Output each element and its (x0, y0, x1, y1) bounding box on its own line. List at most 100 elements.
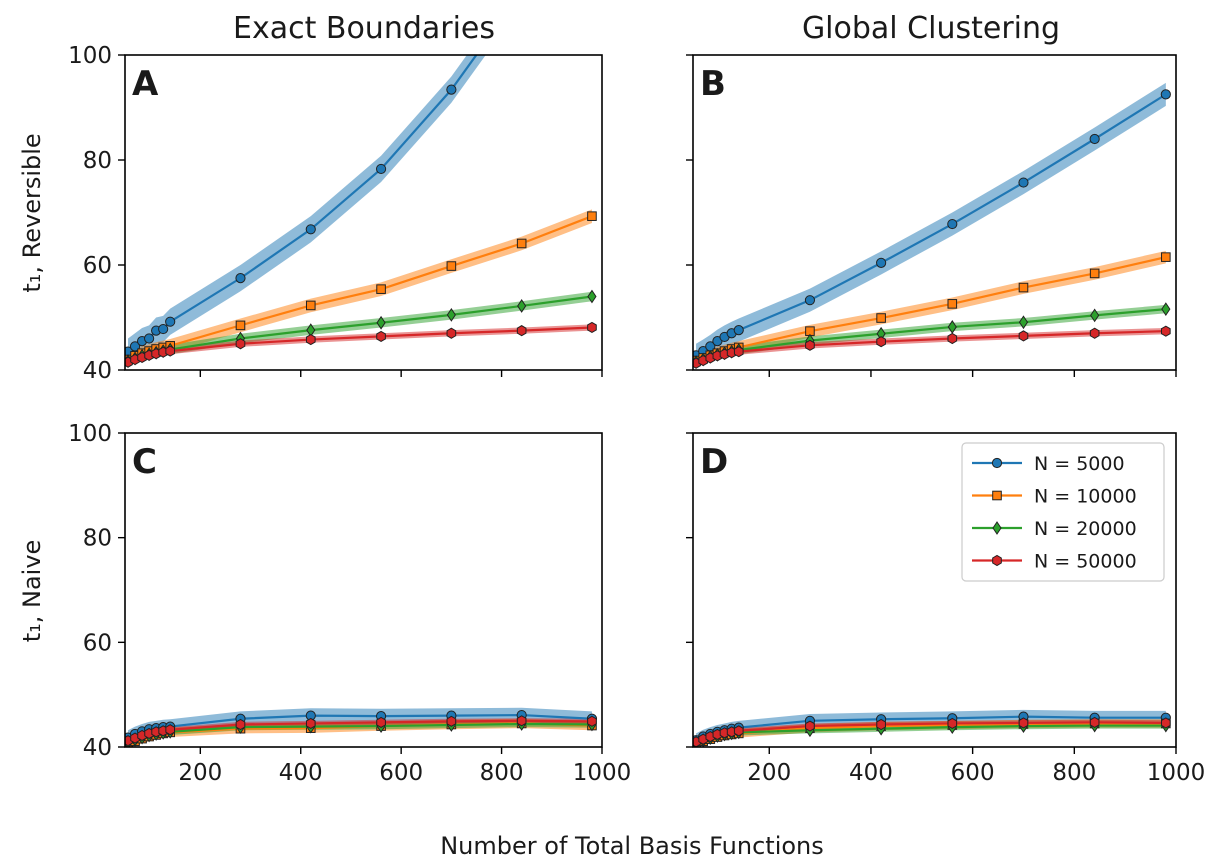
data-point-n-5000 (305, 224, 316, 235)
column-title-global-clustering: Global Clustering (802, 11, 1060, 46)
data-point-n-50000 (165, 724, 176, 736)
x-tick-label: 600 (379, 760, 423, 786)
y-tick-label: 40 (83, 358, 112, 384)
data-point-n-50000 (876, 336, 886, 348)
data-point-n-5000 (1089, 133, 1100, 145)
data-point-n-10000 (376, 284, 386, 294)
data-point-n-50000 (947, 717, 958, 730)
x-tick-label: 400 (279, 760, 323, 786)
data-point-n-50000 (376, 330, 386, 342)
y-tick-label: 100 (68, 43, 112, 69)
band-n-5000 (696, 82, 1166, 367)
data-point-n-5000 (876, 257, 887, 268)
data-point-n-50000 (947, 332, 958, 345)
band-n-20000 (128, 291, 592, 366)
data-point-n-5000 (375, 163, 387, 175)
y-tick-label: 100 (68, 421, 112, 447)
data-point-n-10000 (516, 238, 527, 249)
legend-marker-n-20000 (992, 521, 1002, 535)
data-point-n-10000 (1018, 282, 1029, 293)
legend-marker-n-10000 (992, 490, 1002, 501)
data-point-n-10000 (876, 313, 886, 323)
data-point-n-20000 (376, 315, 386, 330)
y-tick-label: 60 (83, 630, 112, 656)
legend-marker-n-5000 (991, 457, 1003, 469)
y-tick-label: 80 (83, 526, 112, 552)
panel-b: B (686, 54, 1177, 377)
data-point-n-50000 (805, 720, 815, 732)
data-point-n-20000 (1018, 315, 1029, 330)
data-point-n-50000 (805, 339, 815, 351)
x-tick-label: 200 (747, 760, 791, 786)
legend-marker-n-50000 (992, 554, 1002, 567)
axes-frame (124, 432, 603, 748)
x-tick-label: 800 (480, 760, 524, 786)
data-point-n-5000 (158, 323, 169, 335)
data-point-n-50000 (1089, 716, 1100, 728)
data-point-n-20000 (1090, 308, 1100, 323)
panel-c: 200 400 600 800 1000 40 60 80 100 C (68, 421, 631, 786)
panel-letter-b: B (700, 64, 726, 104)
data-point-n-5000 (804, 295, 816, 306)
data-point-n-50000 (876, 718, 886, 731)
data-point-n-5000 (165, 316, 176, 327)
data-point-n-50000 (516, 715, 527, 727)
panel-a: 40 60 80 100 A (68, 43, 603, 384)
data-point-n-50000 (1018, 717, 1029, 729)
data-point-n-5000 (733, 325, 744, 336)
data-point-n-50000 (305, 333, 316, 346)
y-tick-label: 40 (83, 735, 112, 761)
data-point-n-20000 (587, 289, 597, 304)
data-point-n-50000 (235, 718, 246, 731)
data-point-n-50000 (733, 725, 744, 737)
legend-label-n-5000: N = 5000 (1034, 453, 1125, 475)
panel-letter-d: D (700, 442, 728, 482)
x-tick-label: 600 (951, 760, 995, 786)
data-point-n-50000 (1161, 717, 1171, 729)
data-point-n-20000 (446, 307, 456, 322)
data-point-n-50000 (165, 345, 176, 357)
plot-area (693, 709, 1171, 747)
legend-box (961, 442, 1165, 582)
band-n-5000 (128, 55, 486, 365)
data-point-n-5000 (947, 218, 958, 230)
data-point-n-50000 (305, 717, 316, 730)
x-tick-label: 1000 (1147, 760, 1206, 786)
axes-frame (692, 432, 1177, 748)
data-point-n-20000 (517, 299, 527, 313)
axes-frame (124, 54, 603, 371)
data-point-n-10000 (947, 299, 958, 309)
data-point-n-50000 (1161, 325, 1171, 337)
data-point-n-5000 (446, 84, 457, 95)
data-point-n-10000 (1089, 268, 1100, 279)
legend-label-n-50000: N = 50000 (1034, 551, 1137, 573)
y-tick-label: 60 (83, 253, 112, 279)
data-point-n-20000 (1161, 302, 1171, 317)
legend-label-n-20000: N = 20000 (1034, 518, 1137, 540)
data-point-n-50000 (1018, 330, 1029, 342)
x-tick-label: 400 (849, 760, 893, 786)
band-n-50000 (696, 328, 1166, 367)
data-point-n-50000 (376, 716, 386, 728)
y-tick-label: 80 (83, 148, 112, 174)
data-point-n-10000 (305, 300, 316, 311)
panel-letter-a: A (132, 64, 159, 104)
data-point-n-50000 (235, 338, 246, 350)
data-point-n-50000 (1089, 327, 1100, 339)
data-point-n-5000 (144, 333, 155, 344)
band-n-50000 (128, 324, 592, 366)
ylabel-naive: t₁, Naive (18, 540, 46, 643)
x-tick-label: 800 (1052, 760, 1096, 786)
data-point-n-50000 (516, 325, 527, 337)
axes-frame (692, 54, 1177, 371)
ylabel-reversible: t₁, Reversible (18, 133, 46, 292)
data-point-n-5000 (1160, 89, 1171, 100)
data-point-n-5000 (235, 273, 246, 284)
panel-d: 200 400 600 800 1000 D (686, 432, 1206, 786)
data-point-n-10000 (587, 211, 597, 221)
data-point-n-10000 (446, 261, 457, 271)
data-point-n-50000 (446, 327, 457, 339)
data-point-n-10000 (235, 320, 246, 331)
data-point-n-50000 (587, 715, 597, 727)
